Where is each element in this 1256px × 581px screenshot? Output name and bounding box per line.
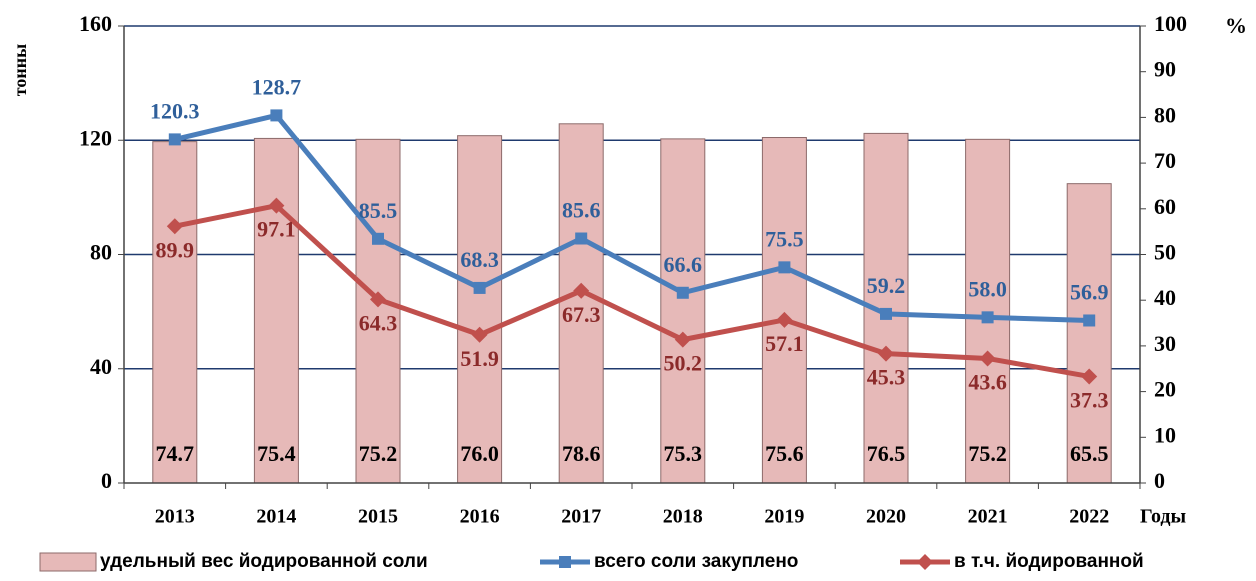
line-value-label: 66.6 bbox=[664, 252, 703, 277]
x-tick-label: 2020 bbox=[866, 506, 906, 528]
bar bbox=[1066, 183, 1112, 484]
y2-tick-label: 40 bbox=[1154, 285, 1176, 310]
marker bbox=[270, 109, 283, 122]
y2-tick-label: 0 bbox=[1154, 468, 1165, 493]
line-value-label: 85.6 bbox=[562, 198, 601, 223]
line-value-label: 56.9 bbox=[1070, 280, 1109, 305]
bar bbox=[660, 138, 706, 484]
bar bbox=[965, 138, 1011, 484]
line-value-label: 50.2 bbox=[664, 351, 703, 376]
line-value-label: 64.3 bbox=[359, 310, 398, 335]
line-value-label: 45.3 bbox=[867, 365, 906, 390]
bar-value-label: 74.7 bbox=[156, 441, 195, 466]
line-value-label: 43.6 bbox=[968, 370, 1007, 395]
line-value-label: 75.5 bbox=[765, 226, 804, 251]
legend-label: удельный вес йодированной соли bbox=[100, 551, 428, 572]
line bbox=[174, 202, 1090, 379]
y-tick-label: 0 bbox=[101, 468, 112, 493]
bar-value-label: 75.2 bbox=[968, 441, 1007, 466]
marker bbox=[981, 311, 994, 324]
legend-marker bbox=[559, 556, 571, 568]
x-tick-label: 2019 bbox=[764, 506, 804, 528]
line-value-label: 68.3 bbox=[460, 247, 499, 272]
bar-value-label: 76.5 bbox=[867, 441, 906, 466]
y-tick-label: 160 bbox=[79, 11, 112, 36]
marker bbox=[1083, 314, 1096, 327]
legend-label: в т.ч. йодированной bbox=[954, 551, 1144, 572]
x-tick-label: 2016 bbox=[460, 506, 500, 528]
marker bbox=[372, 232, 384, 245]
bar bbox=[152, 141, 198, 484]
y2-tick-label: 80 bbox=[1154, 102, 1176, 127]
x-tick-label: 2022 bbox=[1069, 506, 1109, 528]
marker bbox=[880, 307, 892, 320]
line-value-label: 51.9 bbox=[460, 346, 499, 371]
y2-tick-label: 30 bbox=[1154, 331, 1176, 356]
bar-value-label: 75.2 bbox=[359, 441, 398, 466]
marker bbox=[979, 350, 996, 367]
line-value-label: 57.1 bbox=[765, 331, 804, 356]
marker bbox=[573, 282, 590, 299]
marker bbox=[778, 261, 791, 274]
marker bbox=[776, 311, 793, 328]
line-value-label: 89.9 bbox=[156, 237, 195, 262]
line-value-label: 59.2 bbox=[867, 273, 906, 298]
y2-tick-label: 70 bbox=[1154, 148, 1176, 173]
marker bbox=[166, 218, 183, 235]
y2-tick-label: 60 bbox=[1154, 194, 1176, 219]
marker bbox=[473, 281, 486, 294]
y-tick-label: 120 bbox=[79, 125, 112, 150]
x-axis-title: Годы bbox=[1140, 506, 1187, 528]
line-value-label: 128.7 bbox=[252, 74, 302, 99]
line-value-label: 85.5 bbox=[359, 198, 398, 223]
bar bbox=[761, 137, 807, 484]
y-tick-label: 40 bbox=[90, 354, 112, 379]
marker bbox=[676, 286, 689, 299]
marker bbox=[370, 291, 386, 308]
line-value-label: 37.3 bbox=[1070, 388, 1109, 413]
bar-value-label: 75.6 bbox=[765, 441, 804, 466]
legend-marker bbox=[917, 554, 933, 570]
bar bbox=[457, 135, 503, 484]
marker bbox=[471, 326, 488, 343]
legend-swatch bbox=[39, 552, 97, 572]
x-tick-label: 2014 bbox=[256, 506, 296, 528]
y2-tick-label: 90 bbox=[1154, 57, 1176, 82]
marker bbox=[1081, 368, 1098, 385]
marker bbox=[268, 197, 285, 214]
y-tick-label: 80 bbox=[90, 240, 112, 265]
bar-value-label: 76.0 bbox=[460, 441, 499, 466]
bar bbox=[355, 138, 401, 484]
line bbox=[174, 112, 1090, 323]
bar-value-label: 75.4 bbox=[257, 441, 296, 466]
line-value-label: 67.3 bbox=[562, 302, 601, 327]
y2-tick-label: 100 bbox=[1154, 11, 1187, 36]
bar-value-label: 78.6 bbox=[562, 441, 601, 466]
marker bbox=[674, 331, 691, 348]
bar bbox=[253, 137, 299, 484]
legend-label: всего соли закуплено bbox=[594, 551, 798, 572]
line-value-label: 120.3 bbox=[150, 98, 200, 123]
bar-value-label: 65.5 bbox=[1070, 441, 1109, 466]
line-value-label: 97.1 bbox=[257, 217, 296, 242]
x-tick-label: 2017 bbox=[561, 506, 601, 528]
x-tick-label: 2021 bbox=[968, 506, 1008, 528]
x-tick-label: 2018 bbox=[663, 506, 703, 528]
line-value-label: 58.0 bbox=[968, 276, 1007, 301]
y2-tick-label: 50 bbox=[1154, 240, 1176, 265]
marker bbox=[168, 133, 181, 146]
x-tick-label: 2015 bbox=[358, 506, 398, 528]
x-tick-label: 2013 bbox=[155, 506, 195, 528]
y2-axis-title: % bbox=[1225, 13, 1247, 38]
marker bbox=[575, 232, 588, 245]
y2-tick-label: 10 bbox=[1154, 422, 1176, 447]
y2-tick-label: 20 bbox=[1154, 377, 1176, 402]
bar-value-label: 75.3 bbox=[664, 441, 703, 466]
y-axis-title: тонны bbox=[10, 44, 30, 96]
marker bbox=[878, 345, 894, 362]
